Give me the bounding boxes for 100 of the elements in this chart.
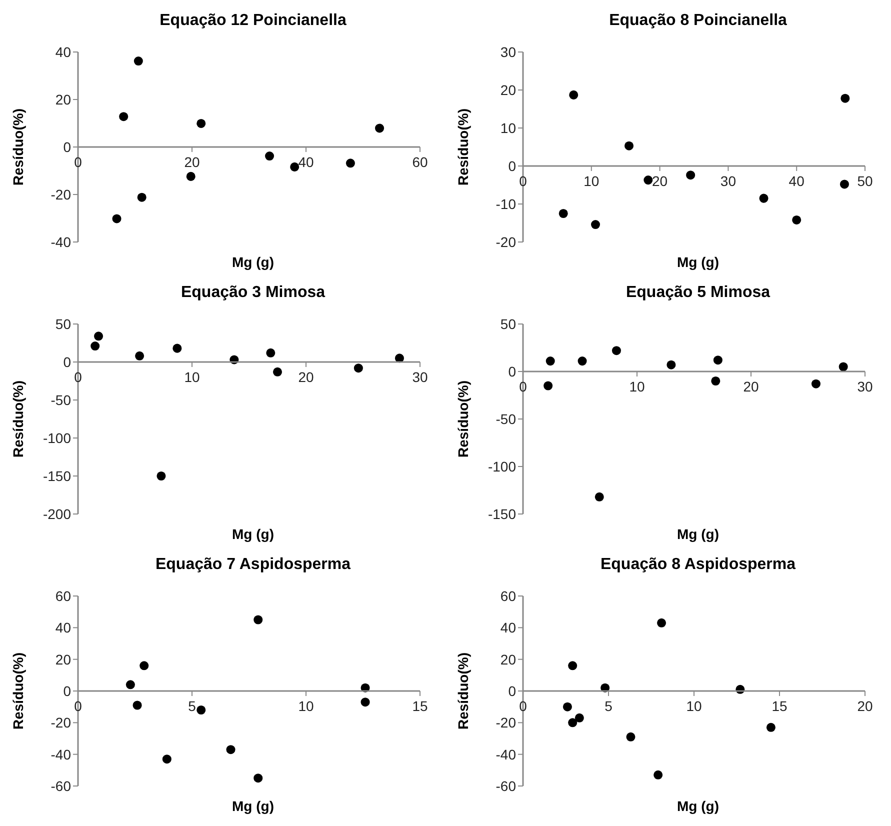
x-tick-label: 60: [412, 154, 428, 170]
x-tick-label: 10: [584, 173, 600, 189]
y-tick-label: -60: [50, 778, 72, 794]
point: [162, 754, 172, 764]
point: [574, 713, 584, 722]
chart-title: Equação 7 Aspidosperma: [154, 556, 352, 574]
point: [112, 214, 122, 224]
x-tick-label: 0: [74, 698, 82, 714]
y-tick-label: 20: [55, 91, 72, 108]
chart-title: Equação 8 Poincianella: [608, 12, 788, 30]
point: [569, 90, 578, 100]
x-axis-title: Mg (g): [676, 254, 720, 270]
point: [590, 220, 600, 230]
x-tick-label: 0: [74, 154, 82, 170]
point: [568, 661, 578, 670]
y-tick-label: 50: [55, 316, 72, 332]
x-axis-title: Mg (g): [676, 798, 720, 814]
point: [360, 698, 370, 707]
point: [766, 722, 776, 732]
y-tick-label: 0: [63, 138, 72, 155]
point: [840, 94, 850, 103]
y-tick-label: -20: [50, 186, 72, 202]
y-tick-label: -100: [42, 430, 72, 446]
x-axis-title: Mg (g): [231, 254, 275, 270]
y-tick-label: -10: [496, 196, 516, 212]
point: [558, 208, 568, 218]
point: [90, 342, 100, 351]
x-tick-label: 30: [412, 369, 428, 385]
point: [172, 344, 182, 353]
point: [840, 180, 849, 189]
chart-title: Equação 5 Mimosa: [624, 284, 772, 302]
point: [354, 364, 363, 373]
point: [132, 700, 142, 710]
point: [711, 376, 720, 386]
y-tick-label: -150: [488, 506, 516, 522]
point: [544, 381, 553, 390]
point: [186, 172, 196, 181]
point: [656, 618, 666, 628]
y-tick-label: 20: [500, 82, 516, 98]
y-tick-label: -150: [42, 468, 72, 484]
x-tick-label: 15: [772, 698, 788, 714]
point: [265, 152, 274, 161]
point: [254, 774, 263, 783]
point: [254, 615, 263, 624]
point: [394, 354, 404, 363]
point: [196, 118, 206, 128]
x-tick-label: 20: [743, 378, 759, 394]
x-tick-label: 10: [686, 698, 702, 714]
y-tick-label: -200: [42, 506, 72, 522]
point: [375, 124, 384, 133]
x-axis-title: Mg (g): [231, 798, 275, 814]
x-tick-label: 40: [298, 154, 314, 170]
y-axis-title: Resíduo(%): [10, 108, 26, 186]
point: [137, 192, 146, 202]
x-tick-label: 20: [857, 698, 873, 714]
x-tick-label: 20: [298, 369, 314, 385]
y-tick-label: 40: [500, 620, 516, 636]
y-tick-label: 0: [508, 682, 516, 699]
point: [568, 718, 578, 728]
chart-title: Equação 3 Mimosa: [180, 284, 326, 302]
point: [759, 194, 768, 203]
y-tick-label: -40: [50, 234, 72, 250]
x-tick-label: 5: [188, 698, 196, 714]
point: [644, 176, 653, 185]
y-tick-label: -40: [50, 746, 72, 762]
y-tick-label: 50: [500, 316, 516, 332]
x-tick-label: 30: [720, 173, 736, 189]
point: [686, 170, 696, 180]
point: [266, 348, 276, 358]
y-axis-title: Resíduo(%): [454, 652, 471, 730]
y-tick-label: 0: [63, 354, 72, 370]
point: [346, 158, 355, 168]
x-axis-title: Mg (g): [231, 526, 275, 542]
y-tick-label: -20: [496, 714, 516, 731]
y-tick-label: -100: [488, 458, 516, 474]
y-tick-label: 40: [55, 620, 72, 636]
point: [811, 379, 820, 388]
x-tick-label: 15: [412, 698, 428, 714]
y-axis-title: Resíduo(%): [10, 380, 26, 458]
point: [612, 346, 621, 356]
y-tick-label: -60: [496, 778, 516, 794]
x-tick-label: 0: [519, 378, 528, 394]
point: [792, 215, 802, 224]
y-tick-label: 40: [55, 44, 72, 60]
point: [94, 332, 104, 341]
x-tick-label: 0: [519, 173, 528, 189]
x-tick-label: 0: [519, 698, 528, 714]
point: [135, 351, 144, 360]
y-axis-title: Resíduo(%): [10, 652, 26, 730]
chart-title: Equação 8 Aspidosperma: [599, 556, 797, 574]
y-axis-title: Resíduo(%): [454, 108, 471, 186]
y-tick-label: -50: [496, 410, 516, 427]
point: [156, 471, 166, 481]
point: [626, 732, 636, 742]
y-tick-label: 20: [500, 651, 516, 668]
y-tick-label: 30: [500, 44, 516, 60]
x-tick-label: 5: [604, 698, 613, 714]
x-tick-label: 20: [652, 173, 668, 189]
point: [226, 745, 236, 754]
y-tick-label: 60: [55, 588, 72, 604]
